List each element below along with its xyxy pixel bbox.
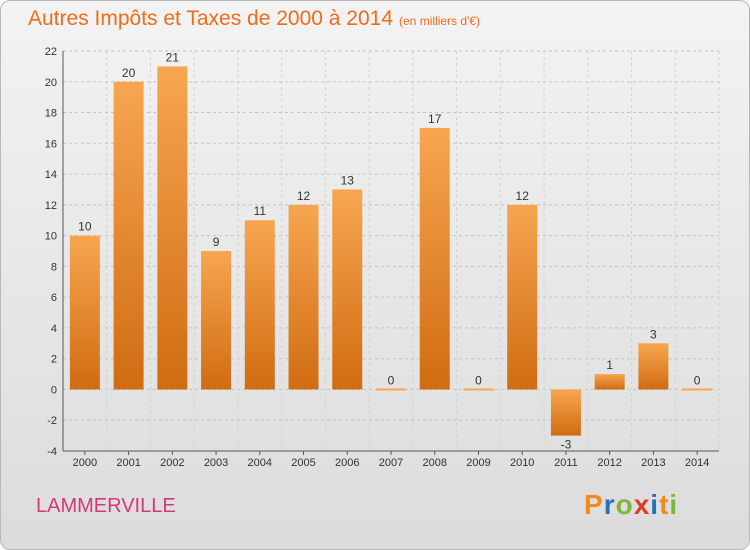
bar-value-label: 10 — [78, 220, 92, 234]
x-tick-label: 2007 — [379, 457, 403, 469]
bar — [550, 389, 581, 436]
bar — [463, 388, 494, 391]
bar — [69, 235, 100, 390]
x-tick-label: 2010 — [510, 457, 534, 469]
x-tick-label: 2000 — [73, 457, 97, 469]
y-tick-label: 2 — [51, 354, 57, 366]
bar-value-label: 0 — [388, 373, 395, 387]
bar — [638, 343, 669, 390]
y-tick-label: 6 — [51, 292, 57, 304]
x-tick-label: 2013 — [641, 457, 665, 469]
bar — [201, 251, 232, 390]
bar — [332, 189, 363, 390]
bar-value-label: 17 — [428, 112, 442, 126]
x-tick-label: 2011 — [554, 457, 578, 469]
x-tick-label: 2014 — [685, 457, 709, 469]
logo-letter: o — [615, 489, 634, 520]
bar — [507, 204, 538, 390]
y-tick-label: 10 — [45, 231, 57, 243]
bar-value-label: 9 — [213, 235, 220, 249]
y-tick-label: 22 — [45, 46, 57, 58]
y-tick-label: -4 — [47, 446, 57, 458]
logo-letter: i — [669, 489, 679, 520]
bar-value-label: 0 — [475, 373, 482, 387]
x-tick-label: 2012 — [597, 457, 621, 469]
x-tick-label: 2005 — [291, 457, 315, 469]
x-tick-label: 2006 — [335, 457, 359, 469]
bar — [113, 81, 144, 390]
y-tick-label: -2 — [47, 415, 57, 427]
x-tick-label: 2004 — [248, 457, 272, 469]
bar-value-label: 20 — [122, 66, 136, 80]
y-tick-label: 18 — [45, 108, 57, 120]
bar — [419, 127, 450, 390]
logo-letter: r — [603, 489, 616, 520]
logo-letter: P — [584, 489, 604, 520]
y-tick-label: 20 — [45, 77, 57, 89]
commune-name: LAMMERVILLE — [36, 495, 176, 517]
y-tick-label: 0 — [51, 384, 57, 396]
x-tick-label: 2002 — [160, 457, 184, 469]
proxiti-logo: Proxiti — [584, 489, 678, 521]
bar-value-label: 1 — [606, 358, 613, 372]
bar — [682, 388, 713, 391]
y-tick-label: 14 — [45, 169, 57, 181]
bar-value-label: 12 — [516, 189, 530, 203]
bar-value-label: 21 — [166, 50, 180, 64]
x-tick-label: 2008 — [422, 457, 446, 469]
bar-value-label: 11 — [254, 204, 267, 218]
chart-title-text: Autres Impôts et Taxes de 2000 à 2014 — [28, 7, 394, 30]
y-tick-label: 4 — [51, 323, 57, 335]
bar-value-label: -3 — [561, 438, 572, 452]
bar-value-label: 12 — [297, 189, 311, 203]
bar-value-label: 13 — [341, 173, 355, 187]
bar — [157, 66, 188, 390]
bar — [594, 374, 625, 390]
logo-letter: i — [650, 489, 660, 520]
chart-title: Autres Impôts et Taxes de 2000 à 2014 (en… — [28, 7, 480, 31]
bar-value-label: 3 — [650, 327, 657, 341]
bar — [244, 220, 275, 390]
x-tick-label: 2009 — [466, 457, 490, 469]
y-tick-label: 12 — [45, 200, 57, 212]
logo-letter: x — [633, 489, 651, 520]
bar-value-label: 0 — [694, 373, 701, 387]
chart-subtitle: (en milliers d'€) — [399, 14, 481, 28]
bar — [288, 204, 319, 390]
logo-letter: t — [659, 489, 670, 520]
bar — [376, 388, 406, 391]
x-tick-label: 2001 — [116, 457, 140, 469]
x-tick-label: 2003 — [204, 457, 228, 469]
y-tick-label: 8 — [51, 261, 57, 273]
y-tick-label: 16 — [45, 138, 57, 150]
